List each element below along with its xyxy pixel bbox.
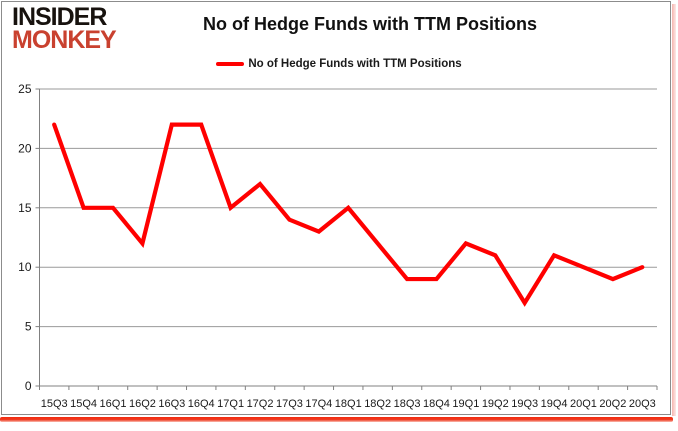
y-tick-label: 25: [18, 82, 32, 96]
x-tick-label: 16Q4: [188, 398, 215, 410]
chart-title: No of Hedge Funds with TTM Positions: [203, 14, 537, 34]
x-tick-label: 17Q3: [276, 398, 303, 410]
legend-line-swatch: [216, 62, 245, 66]
insider-monkey-logo: INSIDER MONKEY: [12, 3, 117, 55]
legend-label: No of Hedge Funds with TTM Positions: [248, 58, 462, 70]
x-tick-label: 17Q2: [247, 398, 274, 410]
x-tick-label: 18Q3: [394, 398, 421, 410]
x-tick-label: 17Q1: [217, 398, 244, 410]
x-tick-label: 18Q4: [423, 398, 450, 410]
x-tick-label: 19Q1: [452, 398, 479, 410]
x-tick-label: 15Q3: [41, 398, 68, 410]
logo-monkey-text: MONKEY: [12, 26, 117, 55]
y-tick-label: 20: [18, 141, 32, 155]
x-tick-label: 20Q3: [629, 398, 656, 410]
x-tick-label: 18Q1: [335, 398, 362, 410]
x-tick-label: 19Q3: [511, 398, 538, 410]
x-tick-label: 19Q4: [541, 398, 568, 410]
x-tick-label: 20Q1: [570, 398, 597, 410]
pink-right-shadow: [672, 4, 676, 416]
legend: No of Hedge Funds with TTM Positions: [0, 58, 678, 70]
y-tick-label: 10: [18, 260, 32, 274]
x-tick-label: 18Q2: [364, 398, 391, 410]
x-tick-label: 15Q4: [70, 398, 97, 410]
series-line: [52, 122, 645, 307]
x-tick-label: 20Q2: [599, 398, 626, 410]
x-tick-label: 16Q1: [100, 398, 127, 410]
logo-insider-text: INSIDER: [12, 3, 107, 31]
red-bottom-shadow: [0, 417, 673, 422]
x-tick-label: 19Q2: [482, 398, 509, 410]
y-tick-label: 0: [25, 379, 32, 393]
y-tick-label: 5: [25, 320, 32, 334]
x-tick-label: 16Q2: [129, 398, 156, 410]
y-tick-label: 15: [18, 201, 32, 215]
x-tick-label: 16Q3: [158, 398, 185, 410]
x-tick-label: 17Q4: [305, 398, 332, 410]
